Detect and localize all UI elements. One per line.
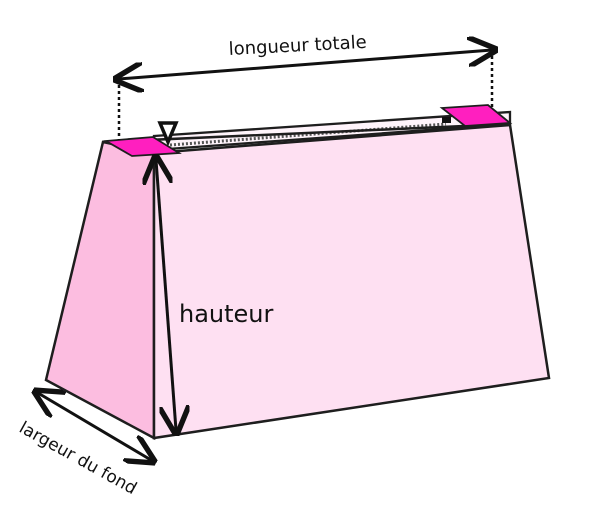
bottom-width-arrow [38,393,151,460]
total-length-label: longueur totale [228,32,367,60]
zipper-pull-icon [157,121,179,147]
side-panel [44,140,156,441]
total-length-arrow [119,50,492,79]
bottom-width-label: largeur du fond [16,418,140,499]
front-panel [152,123,551,440]
right-accent-tab [439,104,513,127]
height-label: hauteur [179,300,274,328]
height-arrow [156,160,176,430]
zipper-end [442,117,451,123]
